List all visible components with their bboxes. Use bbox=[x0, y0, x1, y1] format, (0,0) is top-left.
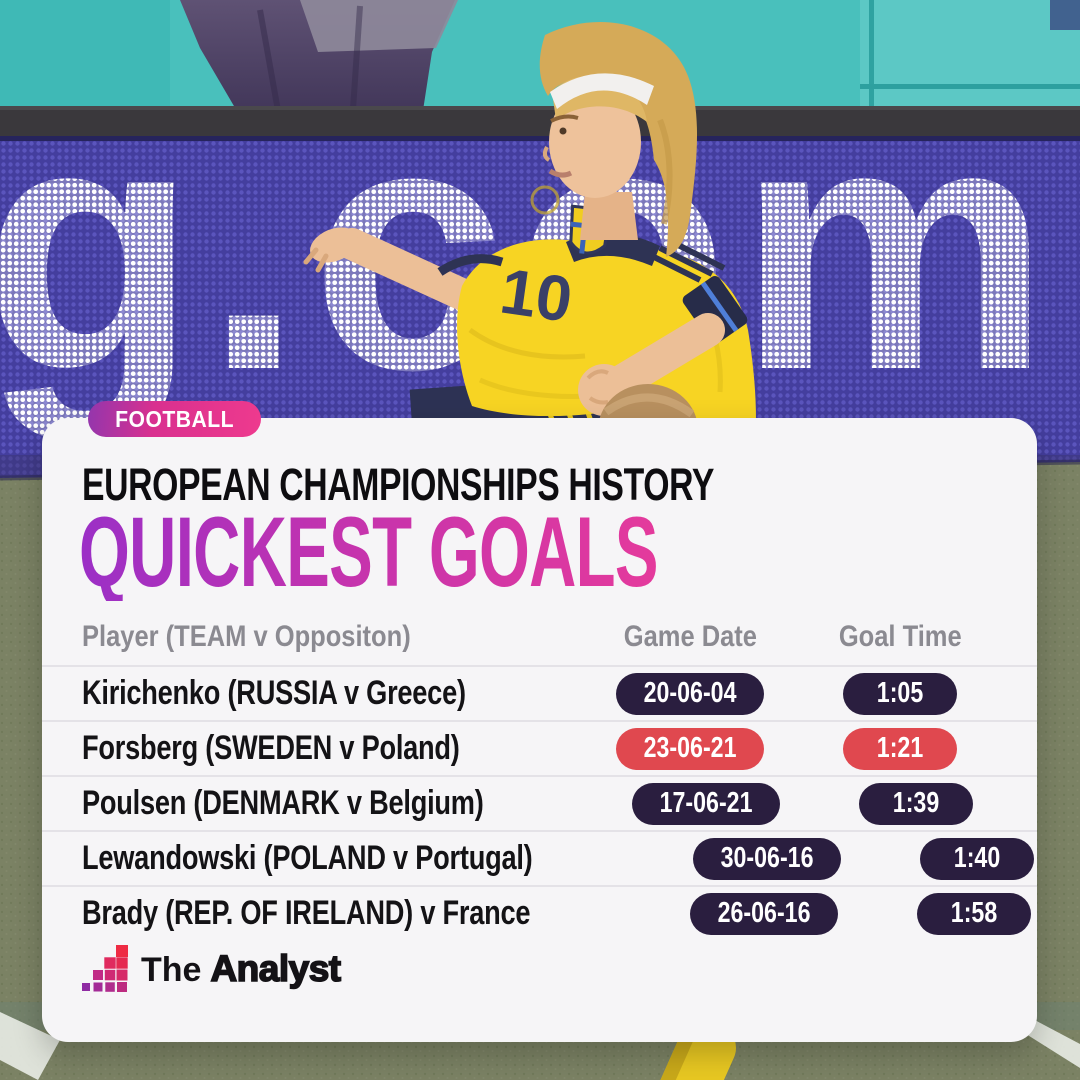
brand-logo: The Analyst bbox=[80, 945, 342, 993]
column-header-player: Player (TEAM v Oppositon) bbox=[82, 620, 411, 653]
brand-the: The bbox=[141, 951, 202, 989]
brand-analyst: Analyst bbox=[210, 947, 342, 990]
date-pill: 30-06-16 bbox=[693, 837, 842, 880]
player-cell: Kirichenko (RUSSIA v Greece) bbox=[82, 674, 466, 712]
time-value: 1:39 bbox=[892, 787, 940, 819]
column-header-time: Goal Time bbox=[838, 620, 962, 653]
table-row: Brady (REP. OF IRELAND) v France 26-06-1… bbox=[42, 885, 1037, 940]
analyst-bars-icon bbox=[82, 945, 128, 992]
time-value: 1:40 bbox=[953, 842, 1001, 874]
table-row: Lewandowski (POLAND v Portugal) 30-06-16… bbox=[42, 830, 1037, 885]
date-value: 20-06-04 bbox=[643, 677, 737, 709]
table-row: Poulsen (DENMARK v Belgium) 17-06-21 1:3… bbox=[42, 775, 1037, 830]
pitch-line-left bbox=[0, 1012, 60, 1080]
subtitle: EUROPEAN CHAMPIONSHIPS HISTORY bbox=[82, 459, 714, 510]
curtain bbox=[180, 0, 458, 130]
time-value: 1:58 bbox=[951, 897, 998, 929]
date-value: 30-06-16 bbox=[720, 842, 814, 874]
time-pill: 1:39 bbox=[858, 782, 973, 825]
time-pill: 1:58 bbox=[917, 892, 1032, 935]
player-cell: Lewandowski (POLAND v Portugal) bbox=[82, 839, 533, 877]
headband bbox=[550, 73, 654, 109]
time-value: 1:05 bbox=[876, 677, 924, 709]
time-pill: 1:05 bbox=[843, 672, 957, 715]
board-rail bbox=[0, 106, 1080, 140]
player-cell: Forsberg (SWEDEN v Poland) bbox=[82, 729, 460, 767]
brand-logo-text: The Analyst bbox=[141, 947, 342, 990]
stats-card: FOOTBALL EUROPEAN CHAMPIONSHIPS HISTORY … bbox=[42, 401, 1037, 1042]
category-badge: FOOTBALL bbox=[88, 401, 262, 437]
date-value: 23-06-21 bbox=[643, 732, 737, 764]
table-body: Kirichenko (RUSSIA v Greece) 20-06-04 1:… bbox=[42, 665, 1037, 940]
player-cell: Poulsen (DENMARK v Belgium) bbox=[82, 784, 484, 822]
table-row: Forsberg (SWEDEN v Poland) 23-06-21 1:21 bbox=[42, 720, 1037, 775]
date-pill: 17-06-21 bbox=[631, 782, 780, 825]
page-title: QUICKEST GOALS bbox=[79, 496, 659, 607]
time-value: 1:21 bbox=[876, 732, 924, 764]
board-rail-highlight bbox=[0, 106, 1080, 110]
table-row: Kirichenko (RUSSIA v Greece) 20-06-04 1:… bbox=[42, 665, 1037, 720]
player-head bbox=[539, 22, 698, 258]
time-pill: 1:40 bbox=[920, 837, 1035, 880]
date-pill: 26-06-16 bbox=[690, 892, 839, 935]
table-header: Player (TEAM v Oppositon) Game Date Goal… bbox=[42, 620, 1037, 654]
column-header-date: Game Date bbox=[623, 620, 757, 653]
date-pill: 23-06-21 bbox=[615, 727, 765, 770]
date-value: 26-06-16 bbox=[717, 897, 811, 929]
player-cell: Brady (REP. OF IRELAND) v France bbox=[82, 894, 531, 932]
time-pill: 1:21 bbox=[843, 727, 957, 770]
jersey-number: 10 bbox=[496, 255, 577, 336]
category-badge-label: FOOTBALL bbox=[115, 405, 235, 432]
date-pill: 20-06-04 bbox=[615, 672, 765, 715]
date-value: 17-06-21 bbox=[659, 787, 753, 819]
